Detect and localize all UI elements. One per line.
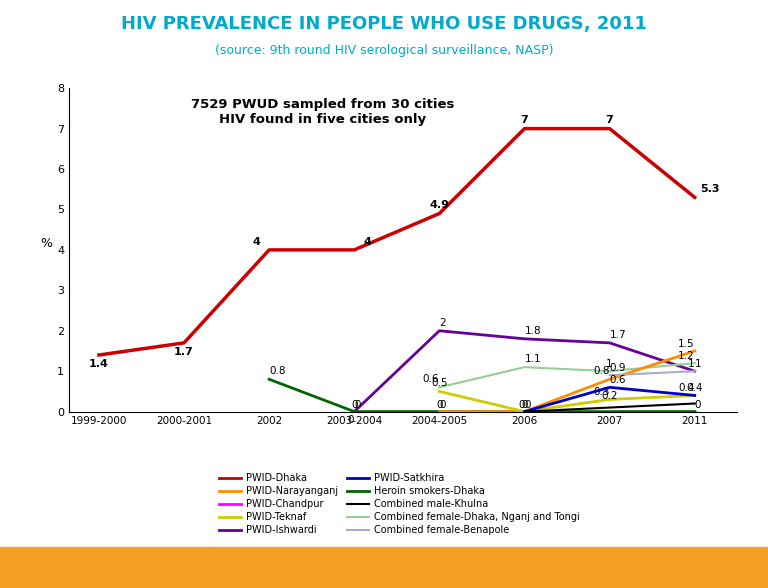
Text: 2: 2 xyxy=(439,318,446,328)
Text: 0.5: 0.5 xyxy=(431,378,448,388)
Text: 0.6: 0.6 xyxy=(423,374,439,384)
Text: 0.4: 0.4 xyxy=(687,383,703,393)
Text: 0: 0 xyxy=(354,400,361,410)
Text: 0: 0 xyxy=(518,400,525,410)
Text: 1.5: 1.5 xyxy=(678,339,695,349)
Text: 1: 1 xyxy=(606,359,613,369)
Text: 0.8: 0.8 xyxy=(593,366,610,376)
Text: 4: 4 xyxy=(253,236,260,246)
Text: HIV PREVALENCE IN PEOPLE WHO USE DRUGS, 2011: HIV PREVALENCE IN PEOPLE WHO USE DRUGS, … xyxy=(121,15,647,33)
Text: 0: 0 xyxy=(521,400,528,410)
Text: (source: 9th round HIV serological surveillance, NASP): (source: 9th round HIV serological surve… xyxy=(215,44,553,57)
Y-axis label: %: % xyxy=(40,237,52,250)
Text: 0.9: 0.9 xyxy=(610,363,626,373)
Text: 7: 7 xyxy=(606,115,614,125)
Text: 1: 1 xyxy=(688,359,695,369)
Text: 1.7: 1.7 xyxy=(174,347,194,357)
Text: 1.7: 1.7 xyxy=(610,330,626,340)
Text: 0: 0 xyxy=(439,400,446,410)
Text: 5.3: 5.3 xyxy=(700,184,720,194)
Text: 7: 7 xyxy=(521,115,528,125)
Text: 0: 0 xyxy=(348,415,354,425)
Text: 4: 4 xyxy=(363,236,371,246)
Text: 0.8: 0.8 xyxy=(269,366,286,376)
Text: 0.2: 0.2 xyxy=(601,392,618,402)
Text: 0: 0 xyxy=(525,400,531,410)
Text: 1.8: 1.8 xyxy=(525,326,541,336)
Text: 0: 0 xyxy=(436,400,442,410)
Text: 0.4: 0.4 xyxy=(678,383,695,393)
Text: 0: 0 xyxy=(351,400,358,410)
Text: 1: 1 xyxy=(695,359,701,369)
Text: 1.1: 1.1 xyxy=(525,354,541,364)
Text: 0.6: 0.6 xyxy=(610,375,626,385)
Text: 7529 PWUD sampled from 30 cities
HIV found in five cities only: 7529 PWUD sampled from 30 cities HIV fou… xyxy=(191,98,455,126)
Legend: PWID-Dhaka, PWID-Narayanganj, PWID-Chandpur, PWID-Teknaf, PWID-Ishwardi, PWID-Sa: PWID-Dhaka, PWID-Narayanganj, PWID-Chand… xyxy=(215,470,584,539)
Text: 0.3: 0.3 xyxy=(593,387,610,397)
Text: 1.2: 1.2 xyxy=(678,351,695,361)
Text: 0: 0 xyxy=(695,400,701,410)
Text: 4.9: 4.9 xyxy=(429,201,449,211)
Text: 1.4: 1.4 xyxy=(89,359,109,369)
